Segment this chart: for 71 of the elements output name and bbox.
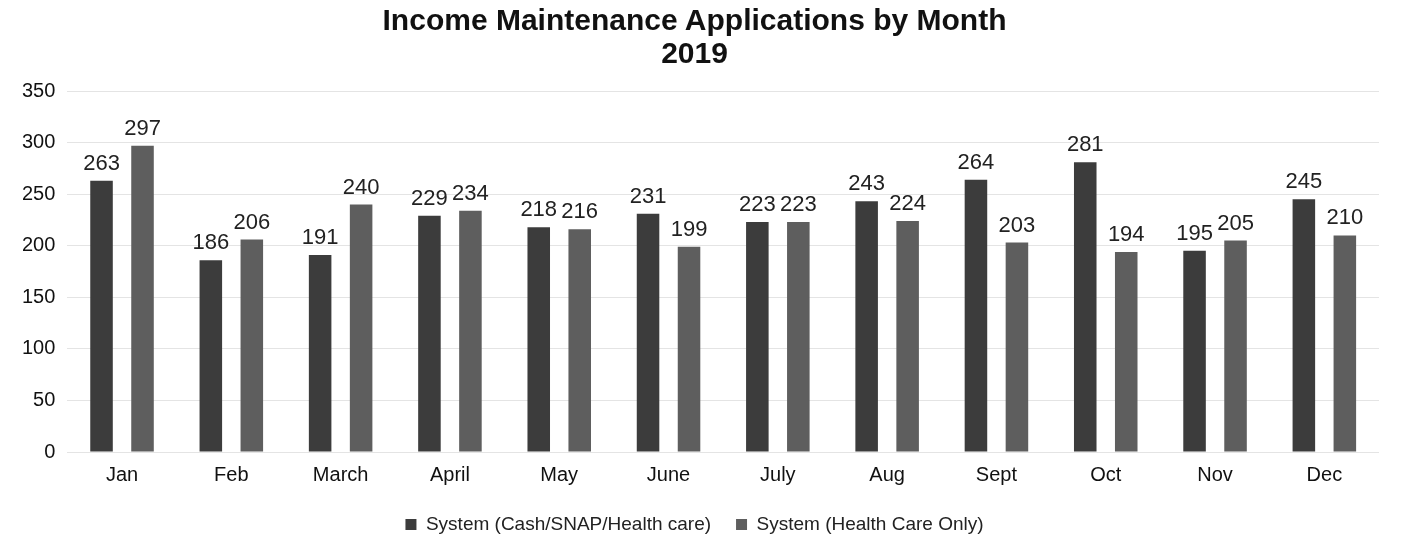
data-label: 186 bbox=[192, 229, 230, 255]
data-label: 210 bbox=[1326, 204, 1364, 230]
data-label: 243 bbox=[848, 170, 885, 196]
data-label: 206 bbox=[233, 208, 271, 234]
data-label: 199 bbox=[670, 215, 708, 241]
x-tick-label: June bbox=[646, 462, 691, 485]
bar bbox=[90, 180, 113, 452]
bar bbox=[787, 221, 810, 452]
bar bbox=[677, 246, 701, 452]
data-label: 194 bbox=[1107, 220, 1145, 246]
x-tick-label: April bbox=[429, 462, 470, 485]
data-label: 229 bbox=[411, 184, 448, 210]
y-tick-label: 200 bbox=[21, 233, 56, 256]
data-label: 231 bbox=[629, 182, 667, 208]
data-label: 224 bbox=[889, 190, 926, 216]
bar bbox=[1183, 250, 1206, 452]
bar bbox=[527, 227, 551, 452]
bar bbox=[418, 215, 441, 452]
y-tick-label: 300 bbox=[21, 130, 56, 153]
bar bbox=[1073, 162, 1097, 452]
x-tick-label: Aug bbox=[869, 462, 905, 485]
data-label: 203 bbox=[998, 211, 1036, 237]
x-tick-label: May bbox=[540, 462, 579, 485]
data-label: 234 bbox=[452, 179, 489, 205]
bar bbox=[240, 239, 264, 452]
y-tick-label: 350 bbox=[21, 78, 56, 101]
data-label: 263 bbox=[83, 149, 120, 175]
bar bbox=[568, 229, 591, 452]
bar bbox=[1292, 199, 1316, 452]
data-label: 297 bbox=[124, 114, 161, 140]
x-tick-label: Oct bbox=[1090, 462, 1122, 485]
bar bbox=[308, 255, 332, 452]
bar bbox=[349, 204, 373, 452]
bar bbox=[1005, 242, 1029, 452]
x-tick-label: Sept bbox=[975, 462, 1018, 485]
data-label: 223 bbox=[738, 191, 776, 217]
bar bbox=[131, 145, 154, 452]
data-label: 195 bbox=[1176, 219, 1213, 245]
data-label: 191 bbox=[301, 224, 339, 250]
bar bbox=[964, 179, 988, 452]
x-tick-label: Dec bbox=[1306, 462, 1343, 485]
chart-title: Income Maintenance Applications by Month 2019 bbox=[382, 2, 1007, 69]
y-tick-label: 50 bbox=[33, 387, 56, 410]
bar bbox=[1333, 235, 1357, 452]
bar bbox=[459, 210, 482, 452]
legend-label: System (Health Care Only) bbox=[756, 512, 984, 534]
data-label: 245 bbox=[1285, 168, 1323, 194]
bar bbox=[1114, 251, 1138, 452]
data-label: 240 bbox=[342, 173, 380, 199]
data-label: 281 bbox=[1066, 131, 1104, 157]
x-tick-label: Nov bbox=[1197, 462, 1233, 485]
data-label: 218 bbox=[520, 196, 558, 222]
bar bbox=[636, 213, 660, 452]
x-tick-label: Feb bbox=[214, 462, 249, 485]
bar bbox=[1224, 240, 1247, 452]
x-tick-label: July bbox=[760, 462, 796, 485]
data-label: 223 bbox=[779, 191, 817, 217]
y-tick-label: 0 bbox=[44, 439, 56, 462]
bar bbox=[855, 201, 878, 452]
bar bbox=[746, 221, 769, 452]
x-tick-label: March bbox=[312, 462, 369, 485]
bar bbox=[199, 260, 223, 452]
x-tick-label: Jan bbox=[105, 462, 139, 485]
y-tick-label: 250 bbox=[21, 181, 56, 204]
data-label: 216 bbox=[561, 198, 599, 224]
data-label: 264 bbox=[957, 148, 995, 174]
legend-label: System (Cash/SNAP/Health care) bbox=[425, 512, 712, 534]
data-label: 205 bbox=[1217, 209, 1254, 235]
y-tick-label: 100 bbox=[21, 336, 56, 359]
bar bbox=[896, 220, 919, 452]
y-tick-label: 150 bbox=[21, 284, 56, 307]
